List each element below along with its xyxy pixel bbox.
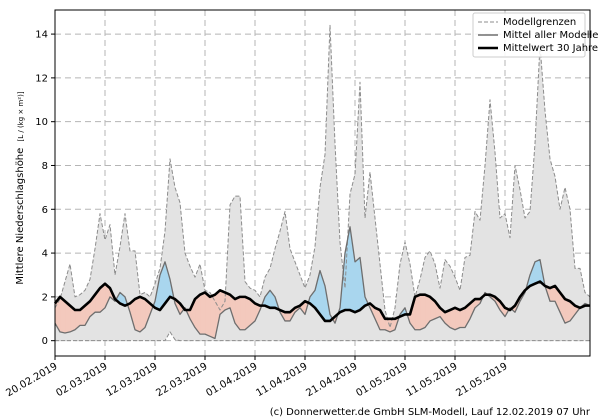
chart-lines <box>53 24 591 342</box>
plot-frame <box>54 9 591 357</box>
model-mean-line <box>54 226 591 340</box>
x-tick-label: 01.04.2019 <box>204 361 259 399</box>
deviation-fill <box>419 294 426 331</box>
x-tick-label: 02.03.2019 <box>54 361 109 399</box>
y-tick-label: 2 <box>42 292 48 303</box>
y-axis-label-unit: [L / (kg × m²)] <box>17 91 25 141</box>
x-tick-label: 11.05.2019 <box>404 361 459 399</box>
x-tick-label: 12.03.2019 <box>104 361 159 399</box>
deviation-fill <box>354 257 361 313</box>
legend-label-envelope: Modellgrenzen <box>503 17 576 28</box>
x-tick-label: 11.04.2019 <box>254 361 309 399</box>
y-tick-label: 6 <box>42 205 48 216</box>
deviation-fill <box>534 259 541 285</box>
deviation-fill <box>414 294 421 330</box>
chart-areas <box>54 25 591 341</box>
x-tick-label: 22.03.2019 <box>154 361 209 399</box>
credit-text: (c) Donnerwetter.de GmbH SLM-Modell, Lau… <box>269 407 590 418</box>
deviation-fill <box>139 296 146 333</box>
deviation-fill <box>284 312 291 322</box>
y-axis-label: Mittlere Niederschlagshöhe [L / (kg × m²… <box>15 91 26 284</box>
deviation-fill <box>199 292 206 335</box>
deviation-fill <box>204 292 211 337</box>
model-lower-line <box>55 331 590 342</box>
model-upper-line <box>54 24 591 329</box>
x-tick-label: 21.05.2019 <box>454 361 509 399</box>
y-tick-label: 12 <box>35 73 48 84</box>
y-axis-label-text: Mittlere Niederschlagshöhe <box>15 148 26 285</box>
x-tick-label: 01.05.2019 <box>354 361 409 399</box>
x-tick-label: 21.04.2019 <box>304 361 359 399</box>
legend: Modellgrenzen Mittel aller Modelle Mitte… <box>472 12 598 58</box>
deviation-fill <box>449 307 456 331</box>
deviation-fill <box>564 298 571 324</box>
deviation-fill <box>244 296 251 331</box>
legend-box <box>472 12 586 58</box>
legend-label-mean: Mittel aller Modelle <box>503 30 598 41</box>
axis-ticks: 0 2 4 6 8 10 12 14 20.02.201902.03.201912.03.201… <box>4 30 509 400</box>
climate-30y-line <box>53 280 590 323</box>
y-tick-label: 0 <box>42 336 48 347</box>
x-tick-label: 20.02.2019 <box>4 361 59 399</box>
svg-text:Mittlere Niederschlagshöhe: Mittlere Niederschlagshöhe [L / (kg × m²… <box>15 91 26 284</box>
deviation-fill <box>209 294 216 339</box>
y-tick-label: 4 <box>42 249 48 260</box>
y-tick-label: 14 <box>35 30 48 41</box>
deviation-fill <box>239 296 246 330</box>
deviation-fill <box>454 307 461 331</box>
legend-label-clim: Mittelwert 30 Jahre <box>503 43 598 54</box>
y-tick-label: 8 <box>42 161 48 172</box>
deviation-fill <box>134 296 141 333</box>
y-tick-label: 10 <box>35 117 48 128</box>
model-envelope-area <box>55 25 590 341</box>
